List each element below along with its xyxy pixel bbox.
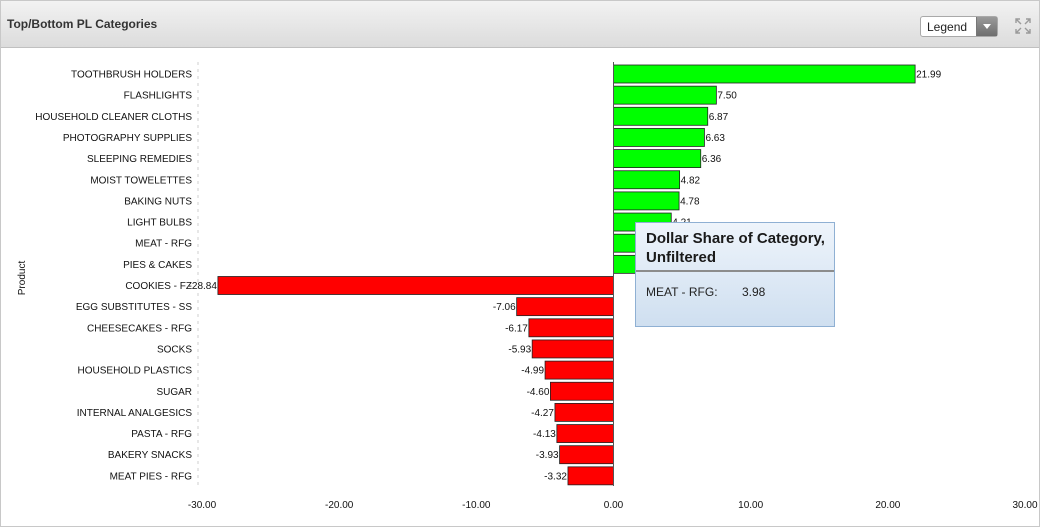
x-tick-label: 20.00 xyxy=(875,500,900,511)
value-label: -7.06 xyxy=(493,302,516,313)
x-tick-label: 0.00 xyxy=(604,500,624,511)
x-tick-label: -20.00 xyxy=(325,500,354,511)
bar-4[interactable] xyxy=(613,149,702,168)
bar-14[interactable] xyxy=(544,360,614,380)
bar-1[interactable] xyxy=(613,85,717,105)
bar-10[interactable] xyxy=(217,276,614,295)
bar-18[interactable] xyxy=(559,445,614,465)
category-label: COOKIES - FZ xyxy=(125,281,192,292)
category-label: CHEESECAKES - RFG xyxy=(87,323,192,334)
category-label: SUGAR xyxy=(156,387,192,398)
category-label: BAKING NUTS xyxy=(124,196,192,207)
category-label: LIGHT BULBS xyxy=(127,218,192,229)
bar-16[interactable] xyxy=(554,402,614,422)
category-label: SLEEPING REMEDIES xyxy=(87,154,192,165)
bar-2[interactable] xyxy=(613,106,709,126)
bar-19[interactable] xyxy=(567,466,614,486)
tooltip-divider xyxy=(636,270,834,272)
value-label: -4.99 xyxy=(521,366,544,377)
y-axis-title: Product xyxy=(17,261,28,296)
category-label: HOUSEHOLD PLASTICS xyxy=(78,366,193,377)
category-label: FLASHLIGHTS xyxy=(124,91,193,102)
x-axis-ticks: -30.00 -20.00 -10.00 0.00 10.00 20.00 30.00 xyxy=(188,500,1038,511)
category-label: PHOTOGRAPHY SUPPLIES xyxy=(63,133,192,144)
bar-chart: Product TOOTHBRUSH HOLDERS FLASHLIGHTS HOU… xyxy=(17,62,1038,511)
bars-group xyxy=(197,62,916,486)
legend-dropdown[interactable]: Legend xyxy=(920,16,998,37)
panel-title: Top/Bottom PL Categories xyxy=(7,17,158,31)
tooltip: Dollar Share of Category, Unfiltered MEA… xyxy=(635,222,835,327)
value-label: 21.99 xyxy=(916,70,941,81)
value-label: -5.93 xyxy=(508,344,531,355)
panel-header: Top/Bottom PL Categories Legend xyxy=(1,1,1039,48)
category-label: MEAT PIES - RFG xyxy=(110,471,193,482)
bar-13[interactable] xyxy=(531,339,614,359)
value-label: 6.36 xyxy=(702,154,722,165)
bar-6[interactable] xyxy=(613,191,680,211)
value-label: 6.87 xyxy=(709,112,729,123)
category-label: TOOTHBRUSH HOLDERS xyxy=(71,70,192,81)
category-label: MOIST TOWELETTES xyxy=(90,175,192,186)
value-label: -3.32 xyxy=(544,471,567,482)
value-label: 7.50 xyxy=(717,91,737,102)
value-label: -4.13 xyxy=(533,429,556,440)
bar-11[interactable] xyxy=(516,297,614,317)
bar-17[interactable] xyxy=(556,424,614,443)
category-label: PASTA - RFG xyxy=(131,429,192,440)
legend-dropdown-label: Legend xyxy=(927,20,968,34)
bar-15[interactable] xyxy=(550,381,614,401)
expand-icon[interactable] xyxy=(1014,17,1032,35)
tooltip-value: 3.98 xyxy=(742,285,766,299)
value-label: -28.84 xyxy=(189,281,218,292)
chevron-down-icon[interactable] xyxy=(976,17,997,36)
bar-5[interactable] xyxy=(613,170,681,190)
category-label: INTERNAL ANALGESICS xyxy=(77,408,193,419)
value-label: -6.17 xyxy=(505,323,528,334)
category-label: EGG SUBSTITUTES - SS xyxy=(76,302,192,313)
category-labels: TOOTHBRUSH HOLDERS FLASHLIGHTS HOUSEHOLD C… xyxy=(35,70,192,483)
category-label: PIES & CAKES xyxy=(123,260,192,271)
category-label: MEAT - RFG xyxy=(135,239,192,250)
value-label: 6.63 xyxy=(705,133,725,144)
value-label: 4.82 xyxy=(681,175,701,186)
category-label: SOCKS xyxy=(157,344,192,355)
x-tick-label: -30.00 xyxy=(188,500,217,511)
category-label: HOUSEHOLD CLEANER CLOTHS xyxy=(35,112,192,123)
value-label: 4.78 xyxy=(680,196,700,207)
x-tick-label: 10.00 xyxy=(738,500,763,511)
bar-3[interactable] xyxy=(613,128,705,147)
tooltip-title: Dollar Share of Category, Unfiltered xyxy=(646,230,825,266)
bar-0[interactable] xyxy=(613,64,916,84)
x-tick-label: 30.00 xyxy=(1012,500,1037,511)
value-label: -4.60 xyxy=(527,387,550,398)
x-tick-label: -10.00 xyxy=(462,500,491,511)
category-label: BAKERY SNACKS xyxy=(108,450,192,461)
tooltip-key: MEAT - RFG: xyxy=(646,285,718,299)
value-label: -4.27 xyxy=(531,408,554,419)
bar-12[interactable] xyxy=(528,318,614,338)
value-label: -3.93 xyxy=(536,450,559,461)
